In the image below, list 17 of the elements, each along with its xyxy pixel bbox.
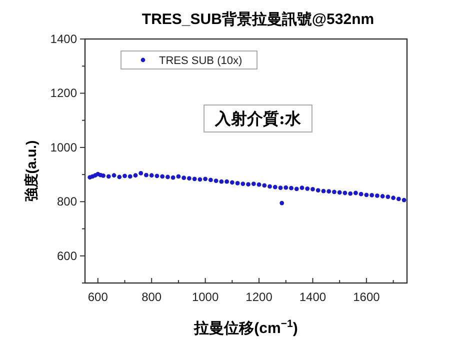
y-tick-label: 600 xyxy=(56,248,78,263)
x-axis-title: 拉曼位移(cm$^{−1}$) xyxy=(193,318,298,337)
legend: TRES SUB (10x) xyxy=(120,50,258,70)
x-tick-label: 1200 xyxy=(246,290,273,304)
x-tick-label: 1000 xyxy=(192,290,219,304)
legend-label: TRES SUB (10x) xyxy=(159,55,242,67)
y-tick-label: 800 xyxy=(56,194,78,209)
x-tick-label: 600 xyxy=(88,290,108,304)
x-tick-label: 1400 xyxy=(299,290,326,304)
x-tick-label: 800 xyxy=(142,290,162,304)
x-tick-label: 1600 xyxy=(353,290,380,304)
y-tick-label: 1000 xyxy=(50,140,78,154)
chart-title: TRES_SUB背景拉曼訊號@532nm xyxy=(142,11,374,28)
y-axis-title: 強度(a.u.) xyxy=(23,140,39,202)
y-tick-label: 1200 xyxy=(50,86,78,100)
annotation: 入射介質:水 xyxy=(214,109,302,128)
y-tick-label: 1400 xyxy=(50,32,78,46)
